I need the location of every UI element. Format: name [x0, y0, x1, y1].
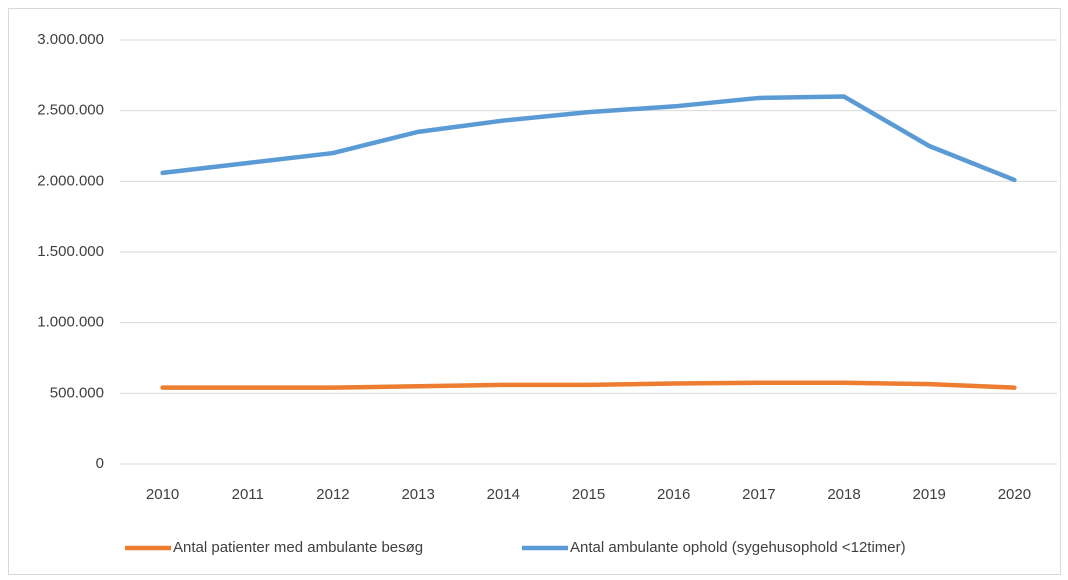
series-line: [160, 94, 1017, 183]
x-tick-label: 2014: [487, 486, 520, 503]
x-tick-label: 2012: [316, 486, 349, 503]
y-tick-label: 500.000: [50, 384, 104, 401]
y-tick-label: 1.000.000: [37, 314, 104, 331]
x-tick-label: 2017: [742, 486, 775, 503]
y-tick-label: 3.000.000: [37, 31, 104, 48]
x-tick-label: 2011: [232, 486, 264, 503]
x-tick-label: 2013: [401, 486, 434, 503]
x-tick-label: 2020: [998, 486, 1031, 503]
x-tick-label: 2018: [827, 486, 860, 503]
legend-label: Antal ambulante ophold (sygehusophold <1…: [570, 539, 906, 556]
y-tick-label: 2.500.000: [37, 102, 104, 119]
series-line: [160, 380, 1017, 390]
chart-frame: [8, 8, 1061, 575]
y-tick-label: 2.000.000: [37, 172, 104, 189]
x-tick-label: 2019: [913, 486, 946, 503]
legend-label: Antal patienter med ambulante besøg: [173, 539, 423, 556]
x-tick-label: 2015: [572, 486, 605, 503]
x-tick-label: 2016: [657, 486, 690, 503]
y-tick-label: 0: [96, 455, 104, 472]
y-tick-label: 1.500.000: [37, 243, 104, 260]
x-tick-label: 2010: [146, 486, 179, 503]
